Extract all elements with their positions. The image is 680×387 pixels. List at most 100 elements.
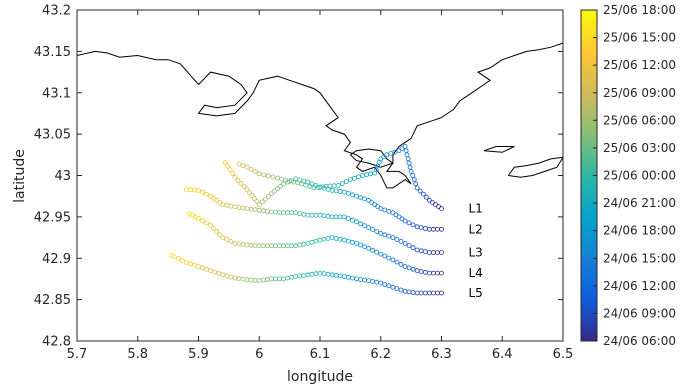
trajectory-marker: [430, 270, 436, 276]
trajectory-marker: [297, 177, 303, 183]
trajectory-marker: [370, 227, 376, 233]
plot-frame: [76, 9, 564, 342]
trajectory-marker: [414, 185, 420, 191]
trajectory-marker: [256, 207, 262, 213]
trajectory-marker: [204, 220, 210, 226]
colorbar-tick-label: 25/06 12:00: [603, 58, 676, 72]
trajectory-marker: [398, 287, 404, 293]
trajectory-marker: [345, 190, 351, 196]
trajectory-marker: [439, 226, 444, 232]
trajectory-marker: [285, 210, 291, 216]
trajectory-marker: [301, 241, 307, 247]
trajectory-marker: [305, 212, 311, 218]
trajectory-marker: [264, 277, 270, 282]
trajectory-marker: [325, 235, 331, 241]
trajectory-marker: [388, 150, 394, 156]
track-label: L3: [469, 245, 483, 259]
trajectory-marker: [297, 273, 303, 279]
trajectory-marker: [370, 247, 376, 253]
trajectory-marker: [410, 245, 416, 251]
trajectory-marker: [386, 255, 392, 261]
trajectory-marker: [168, 252, 174, 258]
trajectory-marker: [265, 173, 271, 179]
trajectory-marker: [204, 266, 210, 272]
trajectory-marker: [422, 269, 428, 275]
trajectory-marker: [366, 245, 372, 251]
trajectory-marker: [262, 196, 268, 202]
trajectory-marker: [313, 238, 319, 244]
trajectory-marker: [259, 199, 265, 205]
trajectory-marker: [341, 274, 347, 279]
trajectory-marker: [256, 243, 262, 249]
trajectory-marker: [281, 181, 286, 187]
trajectory-marker: [360, 173, 365, 178]
trajectory-marker: [297, 242, 303, 248]
trajectory-marker: [366, 278, 372, 284]
trajectory-marker: [248, 166, 254, 172]
y-axis: 42.8 42.85 42.9 42.95 43 43.05 43.1 43.15 43.2: [34, 4, 563, 350]
trajectory-marker: [240, 242, 246, 247]
trajectory-marker: [374, 279, 380, 285]
x-tick-label: 6.2: [370, 347, 391, 362]
colorbar-tick-label: 25/06 06:00: [603, 113, 676, 127]
coastline-path: [77, 42, 563, 189]
trajectory-marker: [268, 191, 274, 197]
trajectory-marker: [329, 187, 335, 193]
trajectory-marker: [313, 271, 319, 277]
trajectory-marker: [192, 262, 197, 268]
trajectory-marker: [398, 261, 404, 267]
trajectory-marker: [285, 243, 291, 249]
trajectory-marker: [372, 170, 378, 176]
trajectory-marker: [390, 257, 396, 263]
trajectory-marker: [260, 277, 266, 283]
trajectory-marker: [349, 217, 355, 223]
trajectory-marker: [248, 242, 254, 248]
trajectory-marker: [240, 163, 246, 169]
trajectory-marker: [236, 276, 242, 282]
trajectory-marker: [321, 236, 327, 242]
colorbar-tick-label: 24/06 06:00: [603, 334, 676, 348]
trajectory-marker: [272, 209, 278, 215]
trajectory-marker: [354, 193, 359, 199]
trajectory-marker: [275, 175, 280, 181]
trajectory-marker: [414, 268, 420, 274]
trajectory-marker: [366, 225, 372, 231]
trajectory-marker: [278, 183, 283, 189]
trajectory-marker: [222, 160, 228, 166]
trajectory-marker: [220, 235, 226, 241]
trajectory-marker: [414, 224, 420, 230]
trajectory-marker: [396, 148, 402, 154]
trajectory-marker: [337, 236, 343, 242]
x-tick-label: 5.9: [188, 347, 209, 362]
y-tick-label: 43.2: [42, 4, 71, 19]
trajectory-marker: [309, 181, 315, 187]
trajectory-marker: [244, 242, 250, 248]
trajectory-marker: [260, 243, 266, 249]
x-tick-label: 5.7: [67, 347, 88, 362]
trajectory-marker: [272, 243, 278, 249]
trajectory-marker: [410, 290, 416, 295]
trajectory-marker: [224, 202, 230, 208]
trajectory-marker: [362, 223, 367, 229]
trajectory-marker: [418, 248, 424, 254]
trajectory-marker: [354, 219, 359, 225]
trajectory-marker: [293, 243, 299, 249]
trajectory-marker: [289, 178, 295, 183]
trajectory-marker: [426, 250, 432, 255]
trajectory-marker: [362, 277, 367, 283]
trajectory-marker: [420, 191, 426, 197]
trajectory-marker: [434, 226, 440, 232]
x-tick-label: 6.4: [492, 347, 513, 362]
trajectory-marker: [411, 177, 417, 183]
trajectory-marker: [252, 207, 258, 213]
trajectory-marker: [264, 243, 270, 249]
trajectory-marker: [426, 290, 432, 296]
trajectory-marker: [186, 211, 192, 217]
trajectory-marker: [317, 270, 323, 276]
trajectory-marker: [256, 171, 262, 177]
colorbar-tick-label: 25/06 15:00: [603, 31, 676, 45]
trajectory-marker: [313, 182, 319, 188]
trajectory-marker: [252, 243, 258, 249]
trajectory-marker: [406, 220, 412, 226]
